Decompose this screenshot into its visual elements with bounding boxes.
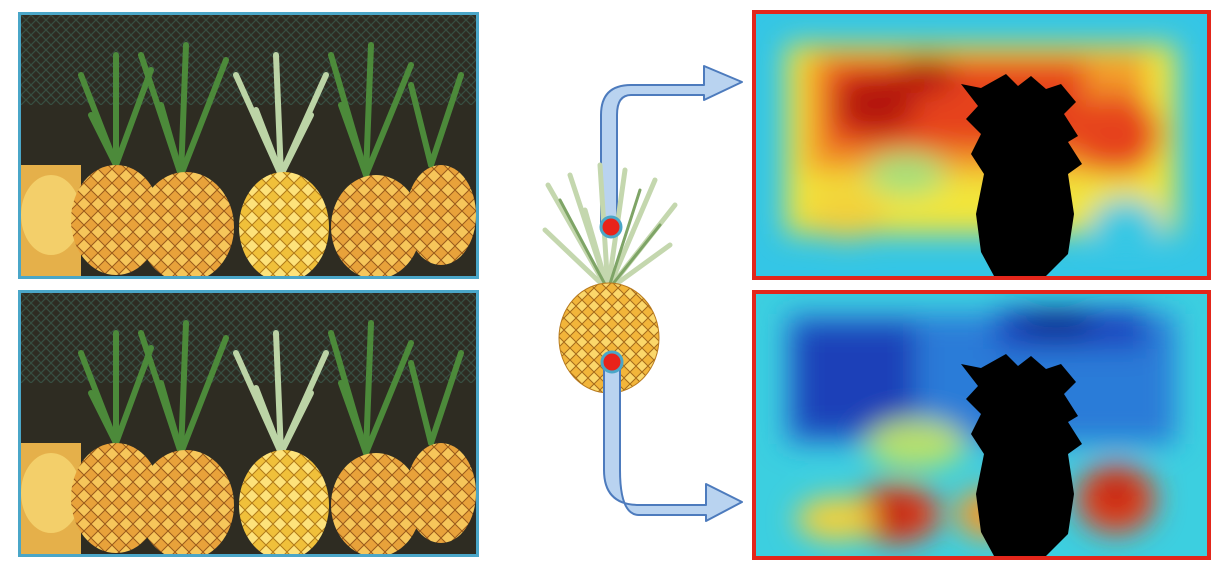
query-point-body-marker bbox=[600, 350, 624, 374]
pineapple-query-object bbox=[542, 162, 678, 394]
query-point-crown-marker bbox=[599, 215, 623, 239]
pineapple-market-photo bbox=[21, 15, 476, 276]
heatmap-cool bbox=[756, 294, 1207, 556]
pineapple-silhouette-icon bbox=[961, 354, 1082, 556]
pineapple-market-photo bbox=[21, 293, 476, 554]
similarity-heatmap-bottom bbox=[752, 290, 1211, 560]
similarity-heatmap-top bbox=[752, 10, 1211, 280]
pineapple-silhouette-icon bbox=[961, 74, 1082, 276]
arrow-up-right-icon bbox=[600, 65, 743, 227]
source-photo-top bbox=[18, 12, 479, 279]
heatmap-warm bbox=[756, 14, 1207, 276]
arrow-down-right-icon bbox=[603, 361, 743, 522]
source-photo-bottom bbox=[18, 290, 479, 557]
